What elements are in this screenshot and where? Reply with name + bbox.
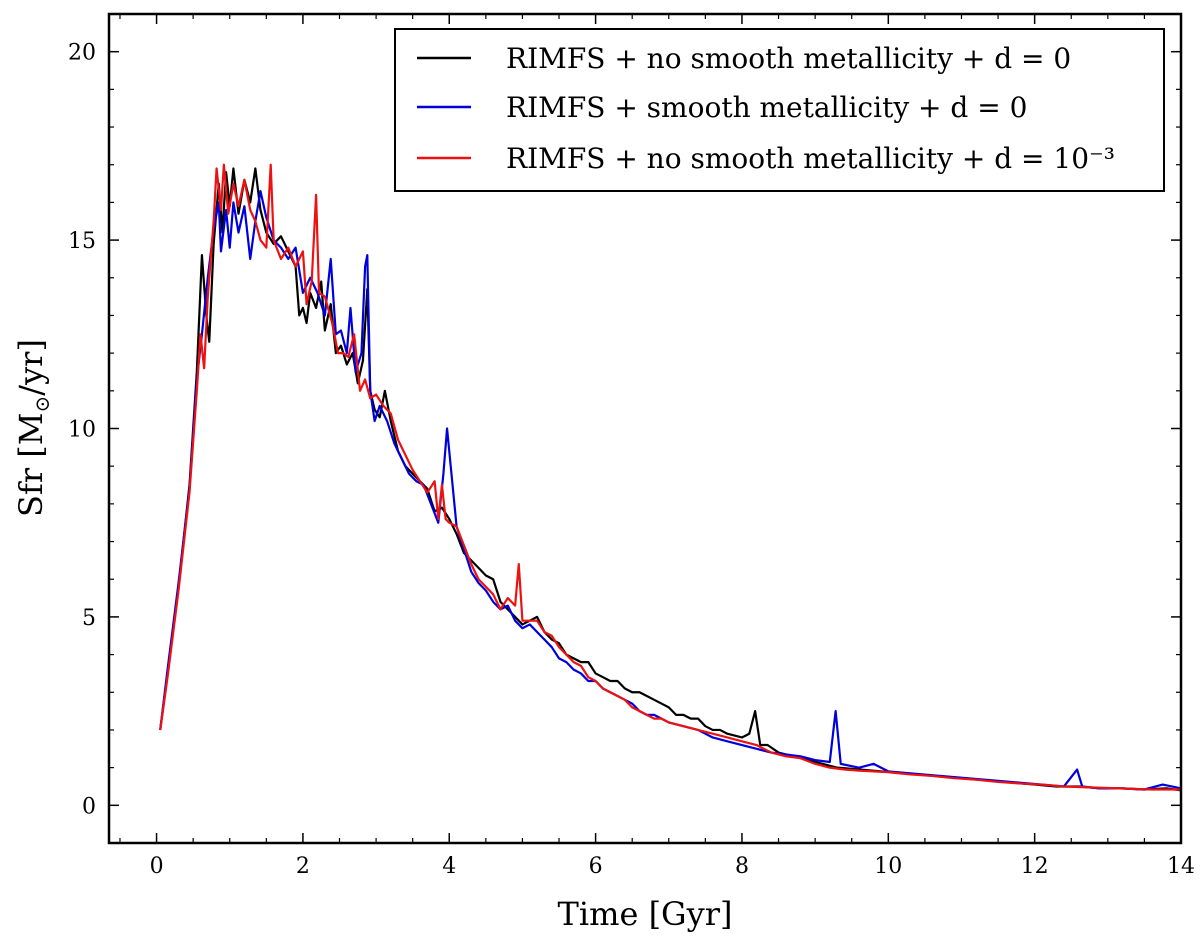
x-tick-label: 2 [296, 854, 310, 879]
legend: RIMFS + no smooth metallicity + d = 0 RI… [394, 28, 1165, 192]
x-tick-label: 6 [589, 854, 603, 879]
legend-label-series-3: RIMFS + no smooth metallicity + d = 10⁻³ [506, 142, 1115, 175]
y-tick-label: 20 [68, 41, 96, 66]
y-axis-label-main: Sfr [M [12, 412, 50, 516]
series-line-blue [159, 190, 1181, 791]
x-tick-label: 4 [442, 854, 456, 879]
y-axis-label-sun-symbol: ⊙ [30, 396, 54, 413]
legend-label-series-2: RIMFS + smooth metallicity + d = 0 [506, 91, 1027, 124]
x-tick-label: 10 [874, 854, 902, 879]
series-line-red [159, 163, 1181, 791]
tick-labels: 0 2 4 6 8 10 12 14 0 5 10 15 20 [68, 41, 1195, 879]
y-axis-label: Sfr [M⊙/yr] [12, 339, 54, 517]
x-tick-label: 14 [1167, 854, 1195, 879]
x-tick-label: 8 [735, 854, 749, 879]
y-axis-label-end: /yr] [12, 339, 50, 396]
legend-box [394, 28, 1165, 192]
x-tick-label: 0 [150, 854, 164, 879]
plot-frame [107, 12, 1183, 845]
y-tick-label: 0 [82, 794, 96, 819]
x-tick-label: 12 [1021, 854, 1049, 879]
y-tick-label: 15 [68, 229, 96, 254]
legend-label-series-1: RIMFS + no smooth metallicity + d = 0 [506, 42, 1071, 75]
y-tick-label: 10 [68, 418, 96, 443]
series-lines [159, 163, 1181, 792]
y-tick-label: 5 [82, 606, 96, 631]
x-axis-label: Time [Gyr] [558, 895, 733, 933]
